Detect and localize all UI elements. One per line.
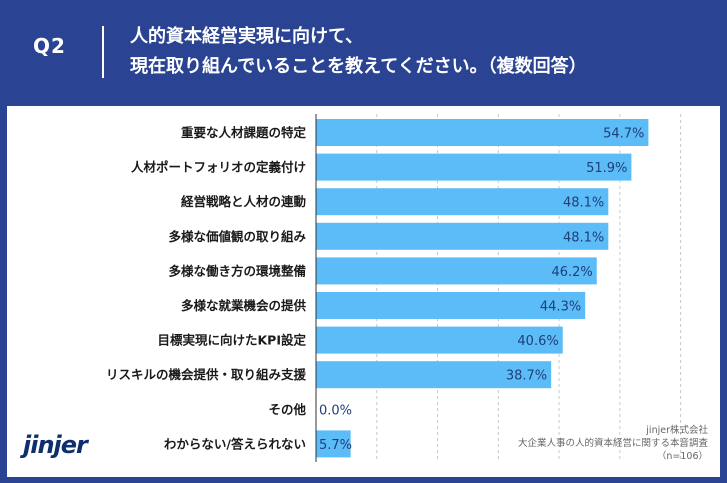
jinjer-logo: jinjer: [23, 431, 88, 459]
question-title: 人的資本経営実現に向けて、 現在取り組んでいることを教えてください。（複数回答）: [130, 22, 710, 82]
category-label: 多様な就業機会の提供: [181, 298, 307, 313]
question-title-line2: 現在取り組んでいることを教えてください。（複数回答）: [130, 56, 587, 77]
header-divider: [102, 26, 104, 78]
category-label: 経営戦略と人材の連動: [181, 194, 306, 209]
chart-bars: [316, 119, 649, 458]
chart-category-labels: 重要な人材課題の特定人材ポートフォリオの定義付け経営戦略と人材の連動多様な価値観…: [106, 125, 307, 451]
value-label: 48.1%: [563, 196, 604, 211]
bar: [316, 292, 586, 319]
category-label: リスキルの機会提供・取り組み支援: [106, 367, 307, 382]
value-label: 54.7%: [603, 127, 644, 142]
value-label: 51.9%: [586, 161, 627, 176]
bar: [316, 326, 563, 354]
bar: [316, 153, 632, 181]
bar: [316, 119, 649, 146]
bar: [316, 361, 552, 389]
bar: [316, 257, 597, 285]
credit-survey: 大企業人事の人的資本経営に関する本音調査: [517, 438, 708, 449]
category-label: 多様な働き方の環境整備: [168, 263, 306, 278]
header: Q2 人的資本経営実現に向けて、 現在取り組んでいることを教えてください。（複数…: [0, 0, 727, 100]
chart-grid: [376, 114, 682, 462]
credit-sample-size: （n=106）: [656, 451, 708, 462]
value-label: 38.7%: [506, 369, 547, 384]
bar: [316, 188, 609, 216]
category-label: 人材ポートフォリオの定義付け: [131, 160, 306, 175]
chart-panel: 重要な人材課題の特定人材ポートフォリオの定義付け経営戦略と人材の連動多様な価値観…: [7, 106, 720, 477]
category-label: 多様な価値観の取り組み: [168, 229, 306, 244]
bar: [316, 222, 609, 250]
value-label: 5.7%: [319, 438, 352, 453]
credit-note: jinjer株式会社 大企業人事の人的資本経営に関する本音調査 （n=106）: [468, 424, 708, 463]
category-label: その他: [268, 402, 306, 417]
category-label: 目標実現に向けたKPI設定: [158, 333, 307, 348]
value-label: 40.6%: [517, 334, 558, 349]
question-title-line1: 人的資本経営実現に向けて、: [130, 26, 364, 47]
category-label: 重要な人材課題の特定: [181, 125, 307, 140]
value-label: 44.3%: [540, 300, 581, 315]
bar-chart: 重要な人材課題の特定人材ポートフォリオの定義付け経営戦略と人材の連動多様な価値観…: [106, 114, 682, 462]
value-label: 46.2%: [551, 265, 592, 280]
value-label: 0.0%: [319, 403, 352, 418]
chart-value-labels: 54.7% 51.9% 48.1% 48.1% 46.2% 44.3% 40.6% 38.7%…: [319, 127, 644, 453]
value-label: 48.1%: [563, 230, 604, 245]
bar: [316, 430, 351, 458]
credit-company: jinjer株式会社: [646, 425, 708, 436]
category-label: わからない/答えられない: [164, 436, 306, 451]
question-label: Q2: [33, 34, 66, 58]
